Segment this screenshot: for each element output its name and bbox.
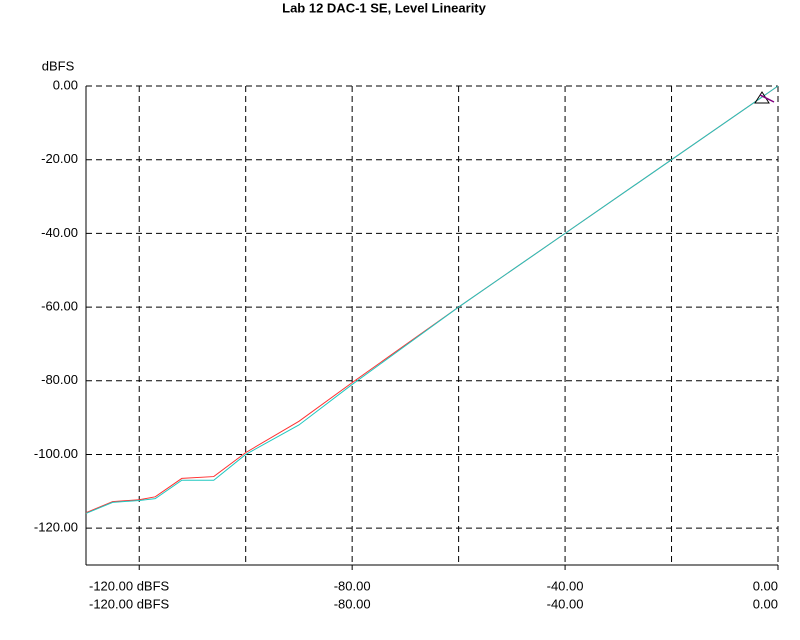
y-tick-label: -40.00: [41, 225, 78, 240]
y-tick-label: -120.00: [34, 520, 78, 535]
x-tick-label: -80.00: [334, 578, 371, 593]
x-tick-label: 0.00: [753, 596, 778, 611]
x-tick-label: 0.00: [753, 578, 778, 593]
x-tick-label: -120.00 dBFS: [89, 578, 170, 593]
y-tick-label: -20.00: [41, 151, 78, 166]
y-tick-label: 0.00: [53, 77, 78, 92]
data-line: [85, 85, 779, 514]
cursor-marker: [754, 91, 775, 104]
y-axis-label: dBFS: [42, 58, 75, 73]
y-tick-label: -80.00: [41, 372, 78, 387]
chart-title: Lab 12 DAC-1 SE, Level Linearity: [282, 0, 487, 15]
x-tick-label: -120.00 dBFS: [89, 596, 170, 611]
y-tick-label: -60.00: [41, 299, 78, 314]
x-tick-label: -40.00: [547, 578, 584, 593]
data-line: [85, 85, 779, 514]
y-tick-label: -100.00: [34, 446, 78, 461]
x-tick-label: -40.00: [547, 596, 584, 611]
x-tick-label: -80.00: [334, 596, 371, 611]
